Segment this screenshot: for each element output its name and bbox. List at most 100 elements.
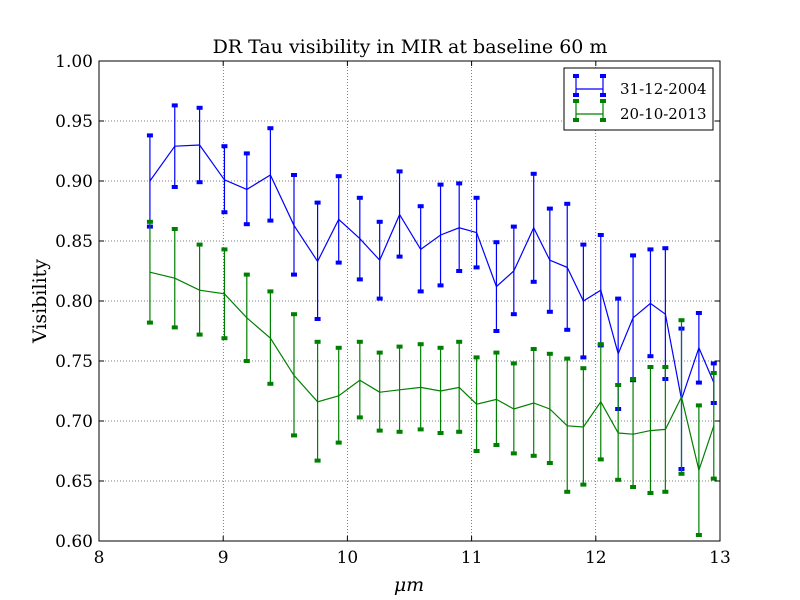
error-cap-lower bbox=[564, 327, 571, 332]
error-cap-upper bbox=[171, 227, 178, 231]
error-cap-upper bbox=[710, 371, 717, 375]
legend-cap bbox=[573, 93, 579, 97]
error-cap-lower bbox=[580, 482, 587, 487]
y-tick-label: 0.75 bbox=[55, 352, 93, 372]
legend-cap bbox=[600, 93, 606, 97]
legend-cap bbox=[573, 74, 579, 78]
error-cap-lower bbox=[417, 289, 424, 294]
error-cap-upper bbox=[146, 219, 153, 224]
x-tick-label: 8 bbox=[94, 548, 105, 568]
error-cap-upper bbox=[630, 253, 637, 258]
error-cap-upper bbox=[473, 355, 480, 360]
error-cap-lower bbox=[290, 272, 297, 277]
error-cap-lower bbox=[630, 485, 637, 489]
error-cap-upper bbox=[221, 144, 228, 149]
error-cap-lower bbox=[580, 355, 587, 360]
error-cap-lower bbox=[615, 477, 622, 482]
legend-entry-2: 20-10-2013 bbox=[573, 99, 706, 123]
error-cap-upper bbox=[580, 366, 587, 371]
error-cap-lower bbox=[243, 359, 250, 363]
legend-entry-1: 31-12-2004 bbox=[573, 74, 706, 98]
error-cap-upper bbox=[171, 103, 178, 108]
error-cap-upper bbox=[335, 345, 342, 350]
error-cap-lower bbox=[662, 489, 669, 494]
error-cap-upper bbox=[510, 224, 517, 229]
legend: 31-12-2004 20-10-2013 bbox=[563, 67, 714, 131]
error-cap-lower bbox=[171, 325, 178, 330]
series-2 bbox=[146, 219, 717, 537]
series-layer bbox=[146, 103, 717, 537]
error-cap-lower bbox=[493, 443, 500, 447]
error-cap-lower bbox=[437, 283, 444, 288]
error-cap-lower bbox=[146, 320, 153, 325]
error-cap-lower bbox=[314, 317, 321, 321]
error-cap-upper bbox=[314, 200, 321, 205]
error-cap-upper bbox=[530, 171, 537, 176]
error-cap-lower bbox=[221, 210, 228, 215]
error-cap-upper bbox=[196, 105, 203, 110]
error-cap-lower bbox=[456, 429, 463, 434]
y-tick-label: 0.95 bbox=[55, 112, 93, 132]
error-cap-upper bbox=[146, 133, 153, 138]
error-cap-upper bbox=[530, 347, 537, 351]
error-cap-upper bbox=[196, 242, 203, 247]
error-cap-lower bbox=[437, 431, 444, 435]
x-tick-label: 9 bbox=[218, 548, 229, 568]
error-cap-upper bbox=[437, 182, 444, 187]
legend-box bbox=[563, 67, 714, 131]
error-cap-upper bbox=[493, 240, 500, 245]
error-cap-upper bbox=[243, 151, 250, 156]
error-cap-upper bbox=[456, 181, 463, 186]
x-tick-label: 11 bbox=[461, 548, 483, 568]
error-cap-lower bbox=[473, 265, 480, 270]
error-cap-upper bbox=[267, 289, 274, 294]
error-cap-lower bbox=[376, 296, 383, 301]
legend-cap bbox=[573, 118, 579, 122]
error-cap-lower bbox=[473, 449, 480, 453]
y-tick-label: 0.90 bbox=[55, 172, 93, 192]
error-cap-lower bbox=[710, 476, 717, 481]
error-cap-upper bbox=[267, 126, 274, 131]
series-line bbox=[149, 271, 715, 473]
axis-ticks: 8 9 10 11 12 13 0.60 0.65 0.70 0.75 0.80 0.85 0.90 0.… bbox=[55, 52, 731, 568]
error-cap-upper bbox=[473, 195, 480, 200]
error-cap-lower bbox=[695, 533, 702, 537]
error-cap-upper bbox=[597, 342, 604, 347]
error-cap-upper bbox=[647, 365, 654, 369]
error-cap-lower bbox=[678, 471, 685, 476]
error-cap-upper bbox=[546, 351, 553, 356]
error-cap-upper bbox=[396, 169, 403, 174]
legend-label: 20-10-2013 bbox=[620, 105, 706, 123]
error-cap-lower bbox=[221, 336, 228, 341]
x-tick-label: 13 bbox=[709, 548, 731, 568]
y-tick-label: 0.65 bbox=[55, 472, 93, 492]
error-cap-lower bbox=[335, 440, 342, 445]
plot-frame bbox=[98, 60, 721, 542]
error-cap-upper bbox=[580, 242, 587, 247]
error-cap-upper bbox=[564, 356, 571, 361]
legend-cap bbox=[600, 99, 606, 103]
y-tick-label: 0.60 bbox=[55, 532, 93, 552]
y-axis-label: Visibility bbox=[29, 259, 51, 344]
error-cap-upper bbox=[647, 247, 654, 252]
error-cap-upper bbox=[510, 361, 517, 366]
error-cap-lower bbox=[356, 415, 363, 420]
error-cap-upper bbox=[417, 204, 424, 209]
x-tick-label: 10 bbox=[337, 548, 359, 568]
error-cap-upper bbox=[597, 233, 604, 237]
error-cap-lower bbox=[695, 380, 702, 385]
y-tick-label: 0.85 bbox=[55, 232, 93, 252]
error-cap-lower bbox=[510, 451, 517, 456]
error-cap-upper bbox=[695, 403, 702, 408]
error-cap-lower bbox=[546, 461, 553, 465]
error-cap-upper bbox=[396, 344, 403, 349]
error-cap-lower bbox=[510, 312, 517, 317]
y-tick-label: 0.80 bbox=[55, 292, 93, 312]
error-cap-upper bbox=[695, 311, 702, 315]
error-cap-upper bbox=[314, 339, 321, 344]
error-cap-upper bbox=[630, 377, 637, 381]
error-cap-upper bbox=[335, 174, 342, 179]
legend-cap bbox=[600, 74, 606, 78]
error-cap-lower bbox=[314, 458, 321, 463]
chart-title: DR Tau visibility in MIR at baseline 60 … bbox=[213, 36, 608, 58]
